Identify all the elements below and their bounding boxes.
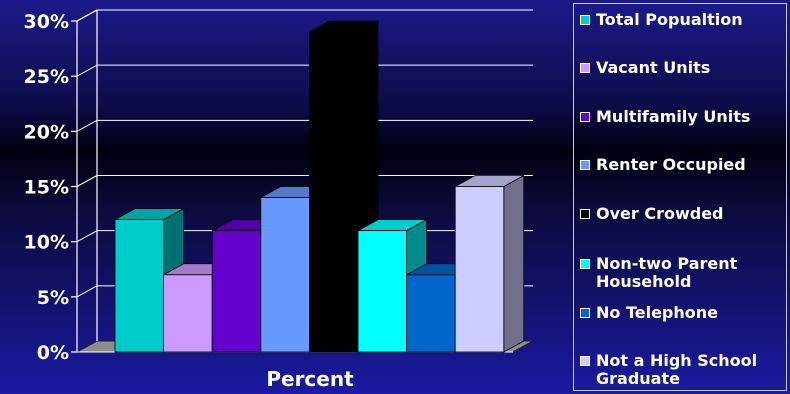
gridline-side (76, 9, 98, 22)
bar-front (454, 186, 505, 353)
legend-label: Total Popualtion (596, 10, 743, 29)
gridline-side (76, 119, 98, 132)
legend-label: Vacant Units (596, 58, 711, 77)
gridline-side (76, 175, 98, 187)
legend-swatch (580, 160, 590, 170)
x-axis-label: Percent (266, 367, 354, 391)
y-tick-label: 30% (24, 11, 69, 33)
legend-item: Vacant Units (580, 59, 786, 77)
bar-front (357, 230, 407, 353)
legend-item: Not a High School Graduate (580, 352, 786, 388)
legend-label: Non-two Parent Household (596, 254, 738, 291)
legend-label: Renter Occupied (596, 155, 746, 174)
legend-label: Not a High School Graduate (596, 351, 758, 388)
chart-legend: Total Popualtion Vacant Units Multifamily … (573, 3, 787, 391)
legend-item: Non-two Parent Household (580, 255, 786, 291)
legend-label: No Telephone (596, 303, 719, 322)
y-tick-label: 5% (37, 287, 69, 309)
legend-item: No Telephone (580, 304, 786, 322)
legend-item: Over Crowded (580, 205, 786, 223)
y-tick-label: 20% (24, 121, 69, 143)
y-tick-label: 0% (37, 342, 69, 364)
bar-side (503, 174, 525, 353)
legend-swatch (580, 356, 590, 366)
legend-label: Over Crowded (596, 204, 724, 223)
legend-swatch (580, 259, 590, 269)
bar-not-a-high-school-graduate (454, 174, 525, 353)
bar-non-two-parent-household (357, 218, 428, 353)
bar-front (260, 197, 310, 353)
y-tick-label: 15% (24, 177, 69, 199)
gridline-side (76, 285, 98, 298)
bar-front (114, 219, 164, 353)
bar-front (406, 274, 456, 353)
gridline-side (76, 64, 98, 77)
legend-item: Renter Occupied (580, 156, 786, 174)
legend-item: Multifamily Units (580, 108, 786, 126)
y-axis-tick-labels: 0% 5% 10% 15% 20% 25% 30% (24, 11, 69, 364)
bar-chart: 0% 5% 10% 15% 20% 25% 30% Percent (24, 9, 534, 391)
bar-front (211, 230, 262, 353)
y-tick-label: 25% (24, 66, 69, 88)
bar-front (308, 31, 359, 353)
legend-swatch (580, 63, 590, 73)
bar-front (163, 274, 213, 353)
y-tick-label: 10% (24, 232, 69, 254)
legend-swatch (580, 308, 590, 318)
legend-swatch (580, 209, 590, 219)
chart-bars (114, 20, 525, 353)
gridline-side (76, 230, 98, 243)
legend-swatch (580, 112, 590, 122)
legend-swatch (580, 15, 590, 25)
legend-label: Multifamily Units (596, 107, 751, 126)
legend-item: Total Popualtion (580, 11, 786, 29)
